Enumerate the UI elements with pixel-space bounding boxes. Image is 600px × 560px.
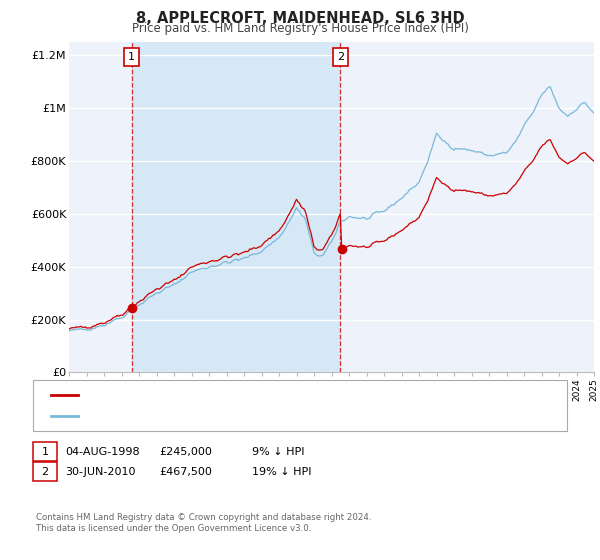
Text: 1: 1 (128, 52, 135, 62)
Text: 04-AUG-1998: 04-AUG-1998 (65, 447, 139, 457)
Text: 2: 2 (41, 466, 49, 477)
Text: 8, APPLECROFT, MAIDENHEAD, SL6 3HD (detached house): 8, APPLECROFT, MAIDENHEAD, SL6 3HD (deta… (84, 390, 387, 400)
Text: Price paid vs. HM Land Registry's House Price Index (HPI): Price paid vs. HM Land Registry's House … (131, 22, 469, 35)
Text: 9% ↓ HPI: 9% ↓ HPI (252, 447, 305, 457)
Text: £245,000: £245,000 (159, 447, 212, 457)
Text: 8, APPLECROFT, MAIDENHEAD, SL6 3HD: 8, APPLECROFT, MAIDENHEAD, SL6 3HD (136, 11, 464, 26)
Text: Contains HM Land Registry data © Crown copyright and database right 2024.: Contains HM Land Registry data © Crown c… (36, 513, 371, 522)
Text: This data is licensed under the Open Government Licence v3.0.: This data is licensed under the Open Gov… (36, 524, 311, 533)
Text: 2: 2 (337, 52, 344, 62)
Text: 1: 1 (41, 447, 49, 457)
Text: £467,500: £467,500 (159, 466, 212, 477)
Text: 30-JUN-2010: 30-JUN-2010 (65, 466, 136, 477)
Bar (132, 42, 340, 372)
Text: HPI: Average price, detached house, Windsor and Maidenhead: HPI: Average price, detached house, Wind… (84, 410, 409, 421)
Text: 19% ↓ HPI: 19% ↓ HPI (252, 466, 311, 477)
